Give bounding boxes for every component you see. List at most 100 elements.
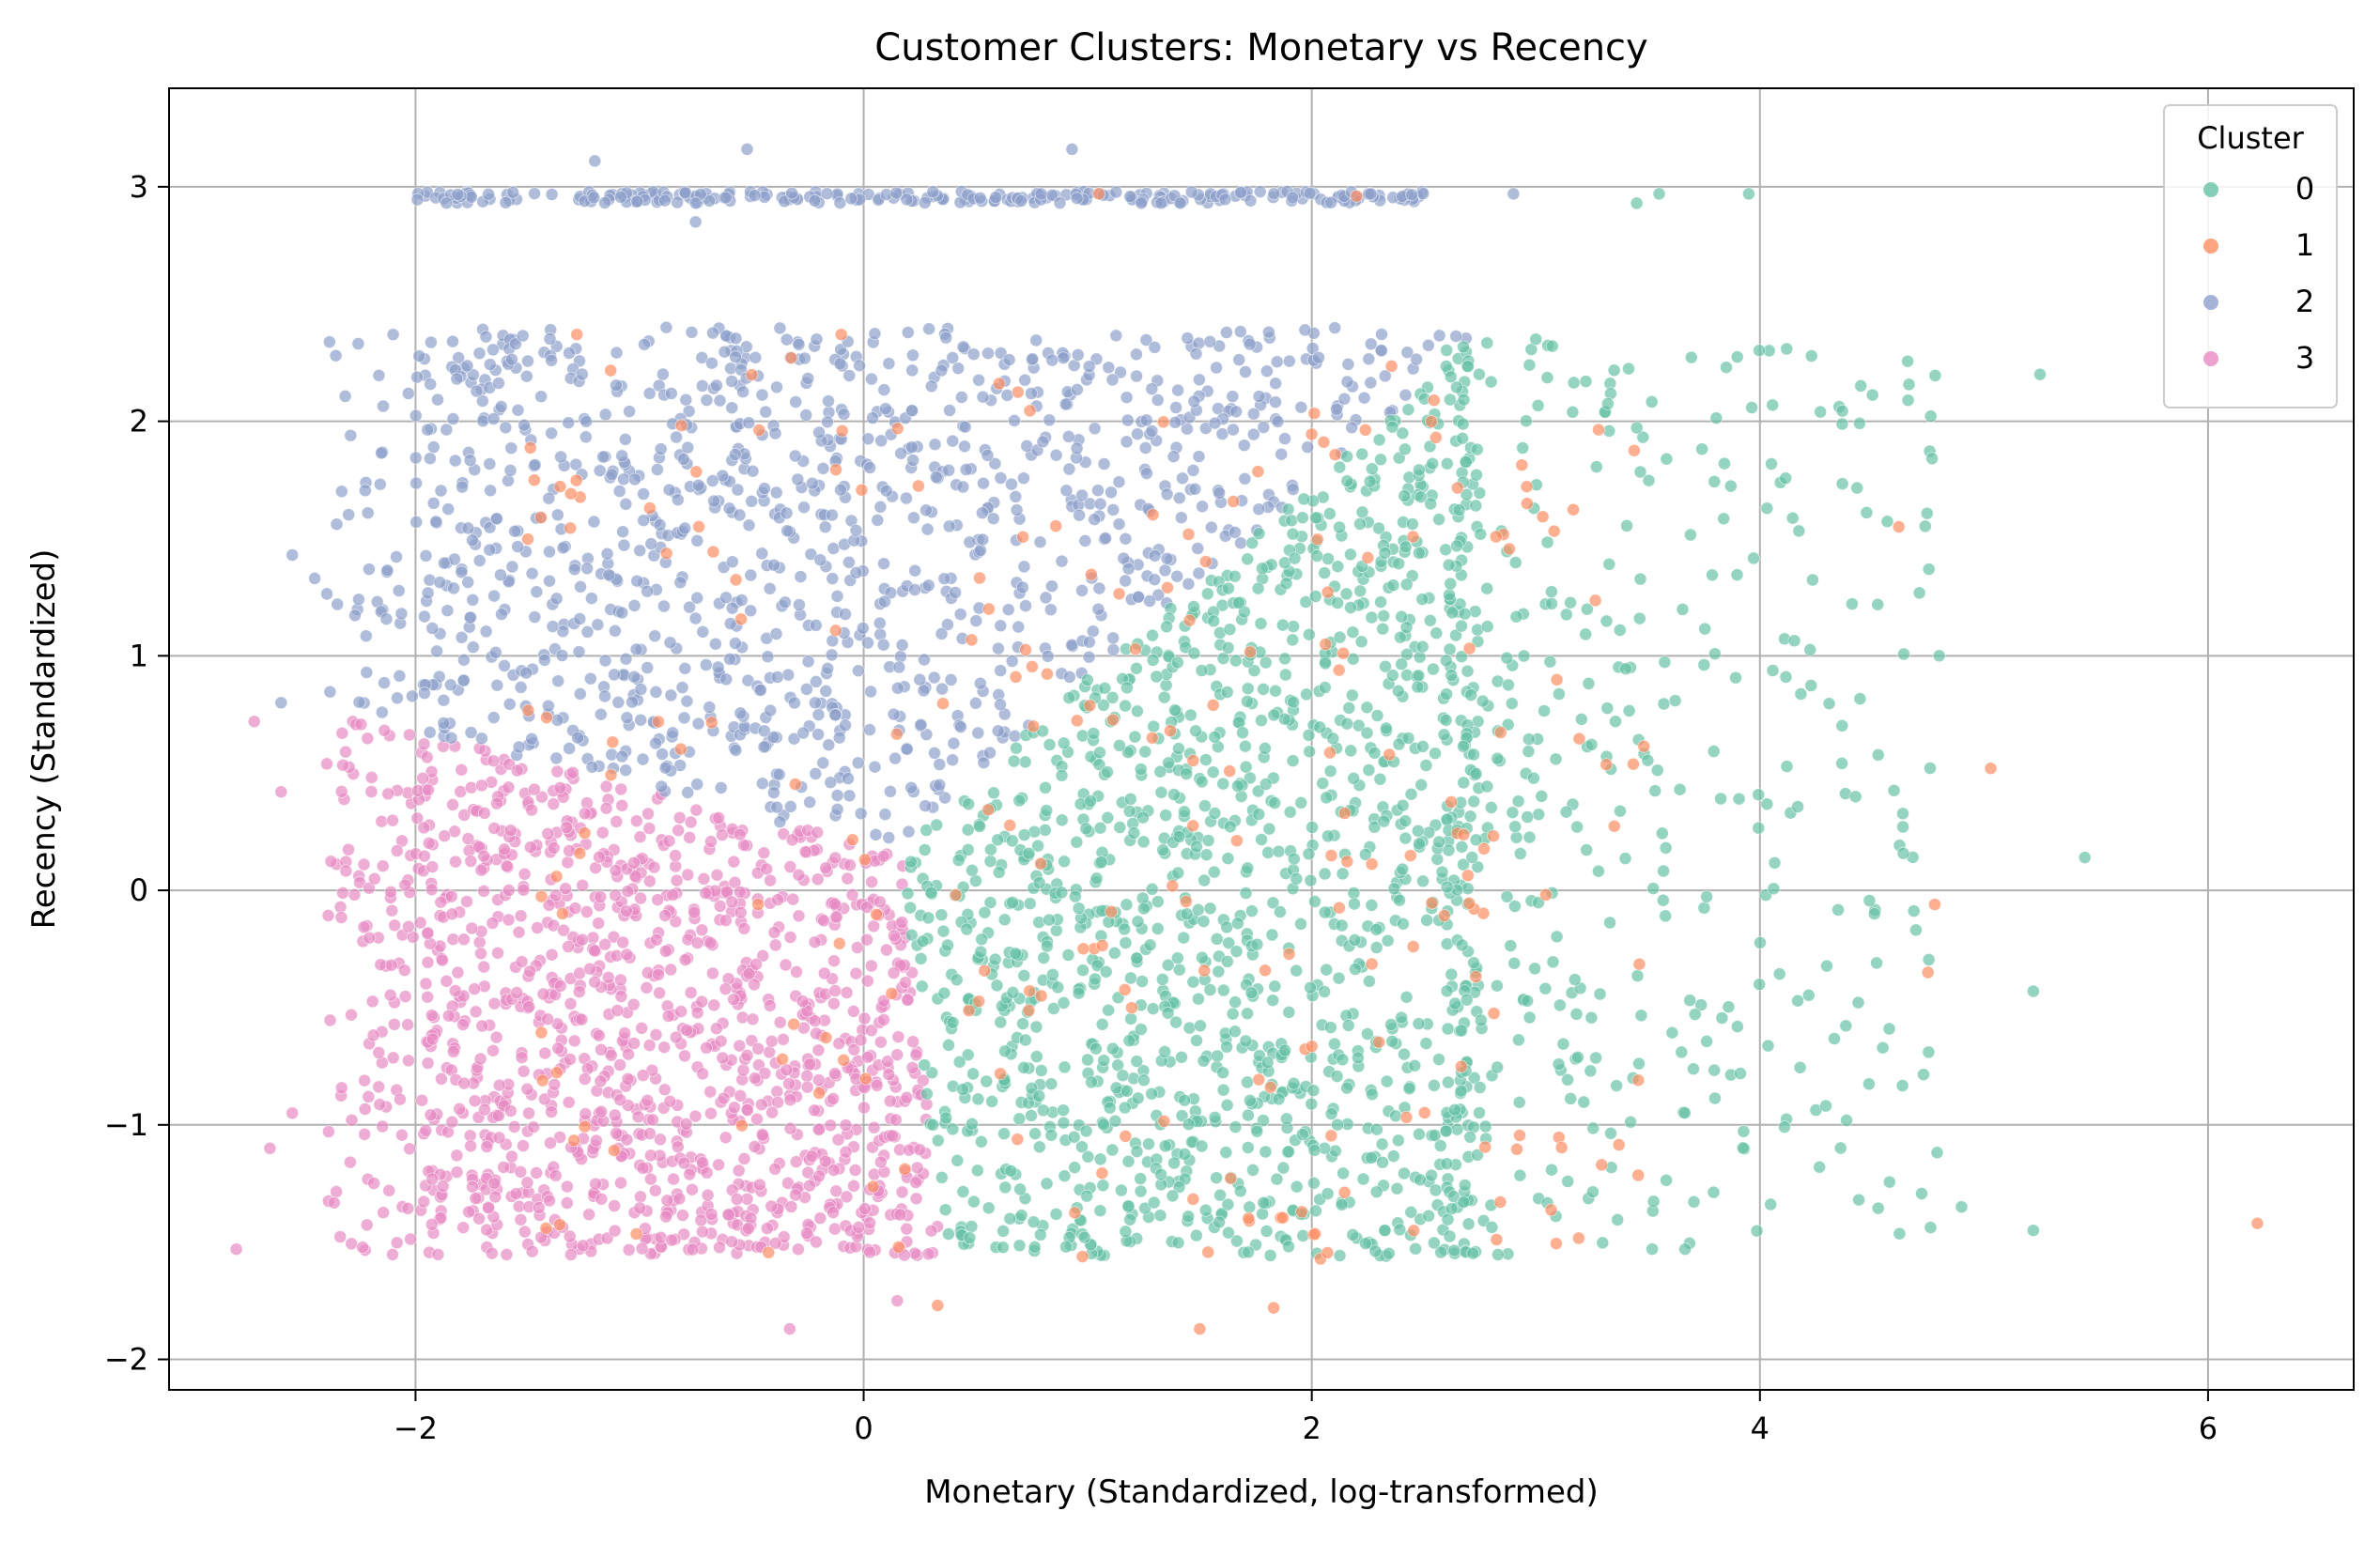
cluster-2-point bbox=[450, 372, 464, 386]
cluster-3-point bbox=[690, 936, 704, 949]
cluster-0-point bbox=[1252, 808, 1266, 821]
cluster-3-point bbox=[748, 1072, 762, 1085]
cluster-2-point bbox=[1229, 405, 1243, 419]
cluster-2-point bbox=[1328, 321, 1342, 335]
cluster-1-point bbox=[837, 1054, 851, 1067]
cluster-2-point bbox=[877, 557, 890, 571]
cluster-2-point bbox=[470, 384, 484, 398]
cluster-0-point bbox=[1513, 1168, 1527, 1182]
cluster-0-point bbox=[1303, 627, 1316, 641]
cluster-1-point bbox=[1095, 939, 1109, 952]
cluster-0-point bbox=[1428, 1079, 1441, 1092]
cluster-3-point bbox=[424, 1108, 438, 1122]
cluster-3-point bbox=[487, 754, 501, 768]
cluster-0-point bbox=[1646, 1195, 1661, 1209]
cluster-0-point bbox=[1257, 1195, 1271, 1210]
cluster-3-point bbox=[514, 1165, 528, 1179]
cluster-0-point bbox=[1286, 527, 1300, 541]
cluster-0-point bbox=[1180, 907, 1194, 921]
cluster-3-point bbox=[354, 717, 368, 732]
cluster-2-point bbox=[441, 502, 456, 516]
cluster-2-point bbox=[830, 590, 844, 603]
cluster-2-point bbox=[466, 593, 480, 607]
cluster-2-point bbox=[456, 480, 470, 494]
cluster-0-point bbox=[1586, 1185, 1600, 1199]
cluster-2-point bbox=[358, 484, 372, 498]
cluster-2-point bbox=[977, 756, 991, 770]
cluster-3-point bbox=[678, 1049, 691, 1063]
cluster-2-point bbox=[1091, 602, 1105, 616]
cluster-3-point bbox=[419, 977, 433, 991]
cluster-1-point bbox=[1429, 430, 1443, 444]
cluster-1-point bbox=[1520, 480, 1534, 494]
cluster-3-point bbox=[819, 861, 833, 875]
cluster-2-point bbox=[749, 350, 763, 364]
cluster-3-point bbox=[621, 1072, 635, 1086]
cluster-0-point bbox=[1365, 610, 1379, 625]
cluster-1-point bbox=[1478, 1140, 1492, 1154]
cluster-2-point bbox=[567, 563, 581, 577]
cluster-3-point bbox=[877, 994, 890, 1008]
cluster-2-point bbox=[1252, 502, 1266, 517]
cluster-3-point bbox=[575, 1012, 589, 1026]
cluster-0-point bbox=[1229, 654, 1243, 668]
cluster-2-point bbox=[849, 524, 863, 537]
cluster-0-point bbox=[956, 1185, 970, 1198]
cluster-0-point bbox=[1059, 1240, 1073, 1254]
cluster-2-point bbox=[809, 767, 823, 780]
cluster-3-point bbox=[737, 1152, 751, 1165]
cluster-1-point bbox=[1550, 672, 1564, 686]
cluster-0-point bbox=[1780, 342, 1794, 356]
cluster-1-point bbox=[1295, 1205, 1308, 1219]
cluster-0-point bbox=[1241, 552, 1255, 566]
cluster-3-point bbox=[440, 974, 454, 988]
cluster-2-point bbox=[954, 720, 967, 733]
cluster-1-point bbox=[1129, 642, 1142, 655]
cluster-0-point bbox=[1787, 634, 1801, 648]
cluster-0-point bbox=[1377, 609, 1391, 623]
cluster-2-point bbox=[871, 514, 885, 527]
cluster-3-point bbox=[858, 1011, 872, 1025]
cluster-2-point bbox=[1105, 373, 1120, 387]
cluster-3-point bbox=[564, 1248, 578, 1261]
cluster-2-point bbox=[900, 193, 914, 207]
cluster-2-point bbox=[286, 548, 300, 562]
cluster-2-point bbox=[629, 642, 643, 656]
cluster-0-point bbox=[1828, 1032, 1841, 1045]
cluster-1-point bbox=[1019, 643, 1032, 656]
cluster-2-point bbox=[764, 703, 778, 717]
cluster-0-point bbox=[1250, 1124, 1264, 1138]
cluster-3-point bbox=[644, 1172, 657, 1186]
cluster-3-point bbox=[635, 1022, 649, 1035]
cluster-2-point bbox=[688, 196, 703, 210]
cluster-0-point bbox=[1456, 417, 1470, 431]
cluster-2-point bbox=[579, 430, 593, 444]
cluster-0-point bbox=[1862, 1077, 1876, 1091]
cluster-0-point bbox=[1731, 1020, 1744, 1033]
cluster-2-point bbox=[1269, 395, 1282, 409]
cluster-0-point bbox=[1429, 1183, 1443, 1197]
cluster-0-point bbox=[950, 973, 964, 987]
cluster-0-point bbox=[1120, 681, 1134, 695]
cluster-3-point bbox=[679, 1118, 693, 1131]
cluster-0-point bbox=[1633, 572, 1647, 586]
cluster-1-point bbox=[978, 964, 992, 978]
cluster-0-point bbox=[1853, 692, 1867, 705]
cluster-0-point bbox=[1603, 916, 1616, 930]
cluster-0-point bbox=[1123, 1212, 1136, 1226]
cluster-2-point bbox=[942, 463, 956, 477]
cluster-0-point bbox=[994, 1015, 1008, 1029]
cluster-1-point bbox=[1263, 1080, 1277, 1094]
cluster-0-point bbox=[1569, 1008, 1584, 1021]
cluster-0-point bbox=[1122, 1034, 1136, 1048]
cluster-2-point bbox=[976, 506, 989, 520]
cluster-0-point bbox=[1294, 917, 1307, 931]
cluster-2-point bbox=[472, 347, 487, 361]
cluster-2-point bbox=[409, 409, 423, 423]
cluster-0-point bbox=[1336, 867, 1350, 881]
cluster-0-point bbox=[1380, 1074, 1394, 1088]
cluster-1-point bbox=[673, 742, 688, 756]
cluster-1-point bbox=[1332, 663, 1346, 677]
cluster-1-point bbox=[1321, 585, 1335, 599]
cluster-2-point bbox=[598, 408, 612, 422]
